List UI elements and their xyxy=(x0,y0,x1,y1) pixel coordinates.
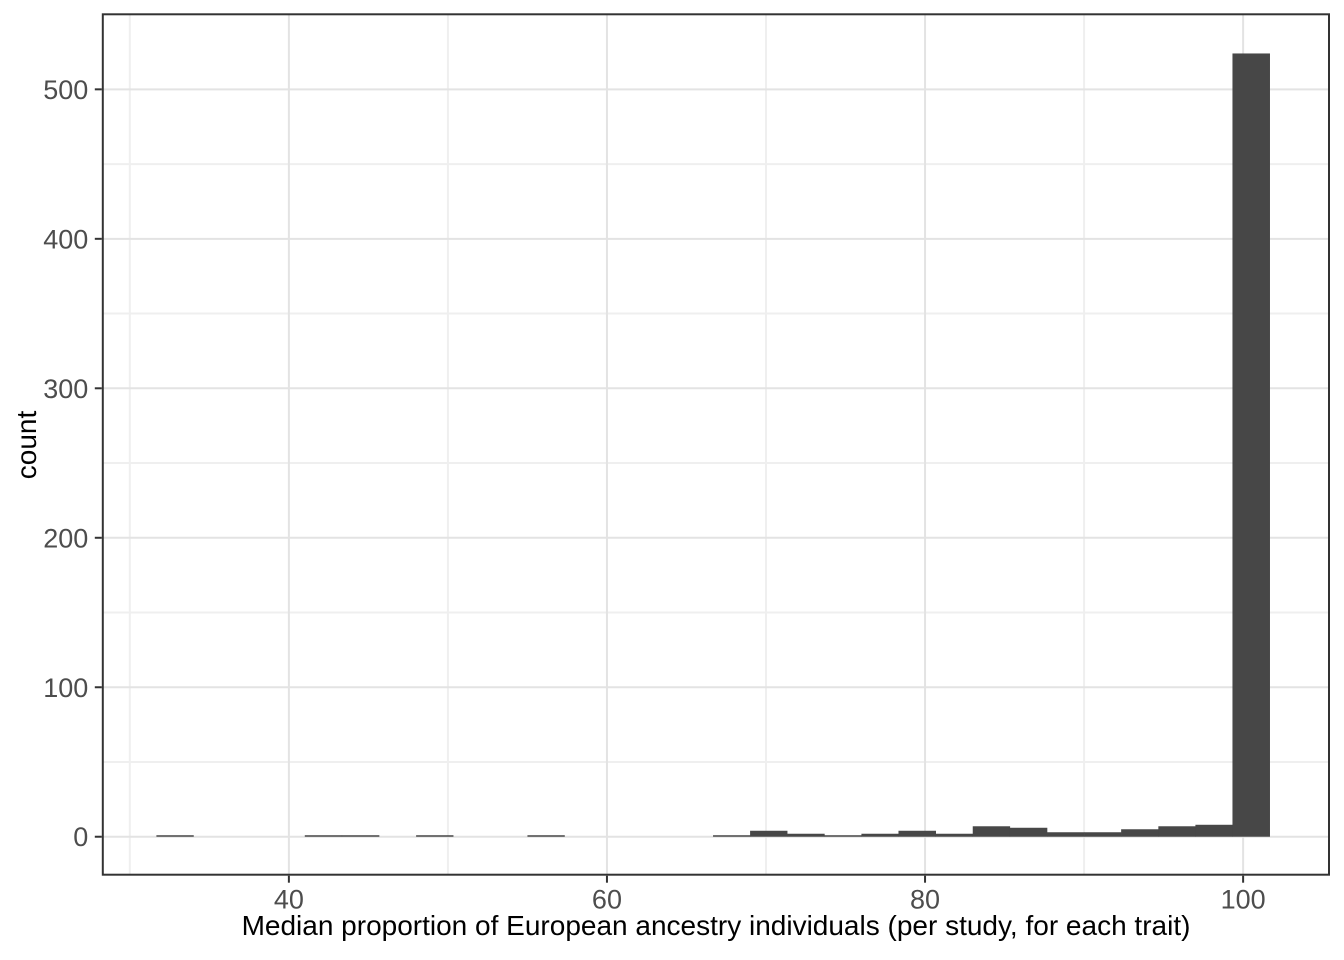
panel-background xyxy=(102,14,1329,875)
histogram-bar xyxy=(787,833,825,837)
histogram-bar xyxy=(1195,824,1233,837)
y-tick-label: 0 xyxy=(73,822,88,852)
histogram-bar xyxy=(824,835,862,837)
histogram-bar xyxy=(1158,826,1196,837)
histogram-bar xyxy=(898,830,936,837)
histogram-bar xyxy=(156,835,194,837)
histogram-bar xyxy=(935,833,974,837)
histogram-bar xyxy=(1121,829,1159,837)
y-axis-title: count xyxy=(11,410,42,480)
histogram-bar xyxy=(1047,832,1085,837)
y-tick-label: 200 xyxy=(43,523,88,553)
x-tick-label: 80 xyxy=(910,885,940,915)
histogram-bar xyxy=(341,835,380,837)
x-tick-label: 100 xyxy=(1221,885,1266,915)
histogram-bar xyxy=(527,835,565,837)
panel-border xyxy=(101,13,1330,876)
y-tick-label: 400 xyxy=(43,224,88,254)
y-tick-label: 300 xyxy=(43,374,88,404)
histogram-bar xyxy=(972,826,1011,837)
y-tick-label: 500 xyxy=(43,75,88,105)
histogram-bar xyxy=(416,835,454,837)
x-tick-label: 60 xyxy=(592,885,622,915)
x-tick-label: 40 xyxy=(274,885,304,915)
histogram-bar xyxy=(1232,53,1270,837)
histogram-bar xyxy=(713,835,751,837)
histogram-bar xyxy=(1009,827,1048,837)
histogram-bar xyxy=(304,835,343,837)
x-axis-title: Median proportion of European ancestry i… xyxy=(241,910,1191,941)
histogram-bar xyxy=(861,833,899,837)
histogram-bar xyxy=(750,830,788,837)
y-tick-label: 100 xyxy=(43,673,88,703)
histogram-bar xyxy=(1084,832,1122,837)
